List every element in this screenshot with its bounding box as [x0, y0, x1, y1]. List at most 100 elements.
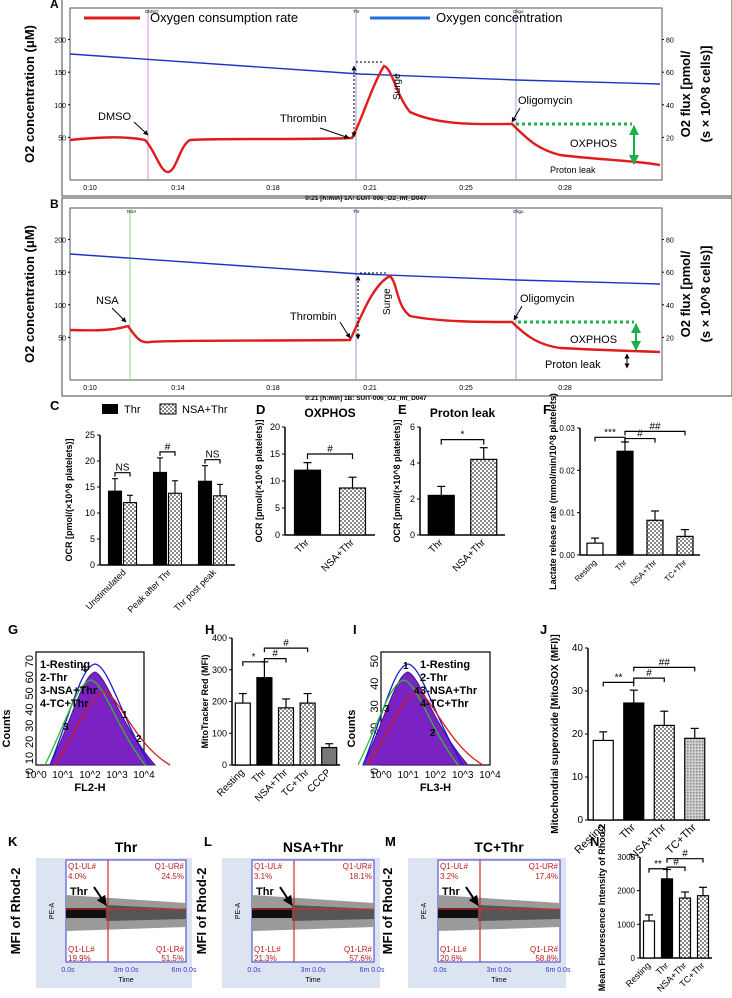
panel-N-ytick-label: 0	[631, 954, 636, 963]
panel-M-q-lr-pct: 58.8%	[535, 954, 558, 963]
panel-A-ytick-right: 40	[666, 103, 674, 110]
panel-J-xtick-label: Thr	[618, 821, 638, 841]
panel-B-xlabel: 0:21 [h:min] 1B: SUIT-006_O2_mt_D047	[305, 395, 427, 402]
panel-J-ylabel: Mitochondrial superoxide [MitoSOX (MFI)]	[550, 634, 561, 833]
panel-B-oxygen-concentration-line	[69, 253, 661, 285]
panel-A-ytick-left: 150	[54, 70, 66, 77]
panel-K-axis-label: PE-A	[49, 903, 56, 920]
panel-E-letter: E	[398, 402, 407, 417]
panel-G-letter: G	[8, 622, 18, 637]
panel-D-letter: D	[256, 402, 265, 417]
panel-C-ytick-label: 15	[85, 482, 95, 492]
panel-A-legend-ocr: Oxygen consumption rate	[150, 10, 298, 25]
panel-F-sig-0-label: ***	[604, 427, 616, 438]
panel-G-legend-2: 3-NSA+Thr	[40, 685, 98, 697]
panel-A-annotation-surge: Surge	[392, 73, 403, 100]
panel-B-annotation-nsa: NSA	[96, 295, 119, 307]
panel-L-baseline-events	[252, 908, 292, 919]
panel-C-ytick-label: 10	[85, 508, 95, 518]
panel-L-q-ll-pct: 21.3%	[254, 954, 277, 963]
panel-M-annotation-arrow	[465, 886, 479, 906]
panel-M-q-ll-pct: 20.6%	[440, 954, 463, 963]
panel-B-ytick-left: 150	[54, 270, 66, 277]
panel-G-legend-0: 1-Resting	[40, 659, 90, 671]
panel-F-ytick-label: 0.03	[559, 424, 575, 433]
panel-J-bar-0	[592, 739, 614, 821]
panel-C-bar-0-1	[122, 502, 138, 566]
panel-C-ytick-label: 5	[90, 534, 95, 544]
panel-B-ylabel-right: O2 flux [pmol/	[678, 250, 693, 337]
panel-J-letter: J	[540, 622, 547, 637]
panel-J-bar-3	[684, 737, 706, 821]
panel-L-ylabel: MFI of Rhod-2	[194, 868, 209, 955]
panel-E-bar-1	[470, 458, 498, 536]
panel-H-ytick-label: 200	[212, 697, 227, 707]
panel-M-xtick-label: 3m 0.0s	[487, 967, 512, 974]
panel-B-arrow-thrombin	[339, 321, 351, 339]
panel-B-ytick-left: 100	[54, 303, 66, 310]
panel-N-bar-0	[642, 920, 656, 959]
panel-A-xtick: 0:25	[459, 185, 473, 192]
panel-F-xtick-label: Thr	[614, 558, 629, 573]
panel-I-ytick-label: 50	[369, 655, 381, 667]
panel-M-q-ul-pct: 3.2%	[440, 872, 458, 881]
panel-C-sig-1-label: #	[165, 442, 171, 453]
panel-B-xtick: 0:21	[363, 385, 377, 392]
panel-C-sig-2-label: NS	[206, 450, 220, 461]
panel-C-bar-1-0	[152, 471, 168, 566]
panel-G-ytick-label: 10	[24, 752, 36, 764]
panel-I-legend-3: 4-TC+Thr	[420, 698, 469, 710]
panel-J-ytick-label: 0	[577, 815, 583, 826]
panel-I-letter: I	[353, 622, 357, 637]
panel-K-xtick-label: 3m 0.0s	[114, 967, 139, 974]
panel-B-event-marker-label: Oligo	[513, 209, 524, 214]
panel-C-sig-2	[204, 459, 221, 464]
panel-H-bar-1	[256, 677, 273, 766]
panel-A-ytick-right: 80	[666, 38, 674, 45]
panel-I-ytick-label: 0	[369, 768, 381, 774]
panel-A-xtick: 0:28	[558, 185, 572, 192]
panel-B-letter: B	[50, 197, 59, 211]
panel-A-ocr-trace	[69, 64, 661, 174]
panel-G-peak-label-0: 4	[81, 664, 87, 675]
panel-D-bar-1	[338, 487, 367, 536]
panel-J-ytick-label: 40	[572, 643, 584, 654]
panel-E-ytick-label: 0	[410, 530, 415, 540]
panel-E-sig-0-label: *	[461, 430, 465, 441]
panel-F-sig-1-label: #	[637, 429, 643, 440]
panel-N-xtick-label: Resting	[624, 960, 653, 989]
panel-B-ylabel-right-2: (s × 10^8 cells)]	[698, 246, 713, 343]
panel-F-sig-2	[624, 430, 686, 436]
panel-J-sig-2-label: ##	[659, 657, 671, 668]
panel-K-q-ul: Q1-UL#	[68, 862, 97, 871]
panel-I-peak-label-1: 4	[414, 686, 420, 697]
panel-M-annotation: Thr	[442, 886, 460, 898]
panel-I-xtick-label: 10^1	[398, 770, 420, 781]
panel-G-xtick-label: 10^1	[52, 770, 74, 781]
panel-H-ytick-label: 0	[222, 760, 227, 770]
panel-G-ytick-label: 30	[24, 720, 36, 732]
panel-I-legend-1: 2-Thr	[420, 672, 448, 684]
panel-N-sig-2	[666, 858, 704, 863]
panel-I-xtick-label: 10^4	[479, 770, 501, 781]
panel-G-ylabel: Counts	[1, 710, 13, 748]
panel-G-ytick-label: 70	[24, 655, 36, 667]
panel-H-sig-0-label: *	[252, 652, 256, 663]
panel-A-arrow-oligomycin	[511, 107, 521, 123]
panel-A-ytick-left: 100	[54, 103, 66, 110]
panel-D-xtick-label: NSA+Thr	[320, 537, 358, 575]
panel-H-sig-2	[263, 647, 309, 653]
panel-D-bar-0	[293, 469, 322, 536]
panel-G-xtick-label: 10^2	[79, 770, 101, 781]
panel-D-ytick-label: 5	[275, 503, 280, 513]
panel-I-legend-2: 3-NSA+Thr	[420, 685, 478, 697]
panel-F-bar-3	[676, 535, 694, 556]
panel-C-bar-0-0	[107, 490, 123, 566]
panel-G-ytick-label: 60	[24, 671, 36, 683]
panel-M-xlabel: Time	[491, 977, 506, 984]
panel-C-bar-2-0	[197, 480, 213, 566]
panel-K-title: Thr	[115, 839, 138, 855]
panel-G-ytick-label: 50	[24, 687, 36, 699]
panel-C-xtick-label: Unstimulated	[84, 567, 128, 611]
